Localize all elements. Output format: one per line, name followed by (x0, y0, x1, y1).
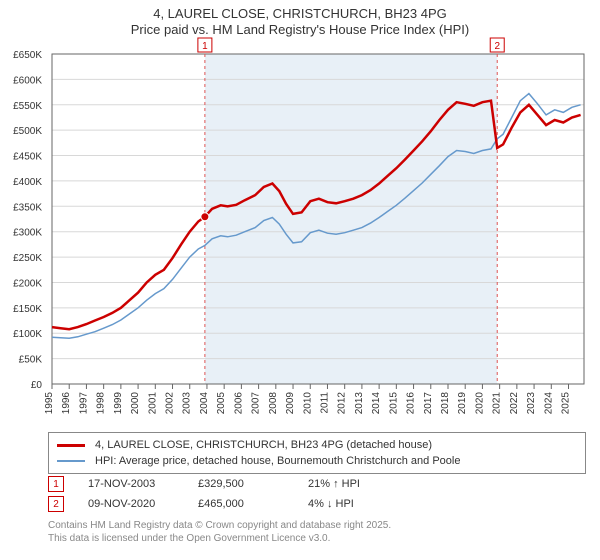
svg-text:£650K: £650K (13, 50, 42, 61)
chart-container: 4, LAUREL CLOSE, CHRISTCHURCH, BH23 4PG … (0, 0, 600, 560)
svg-text:£150K: £150K (13, 304, 42, 315)
sale-delta-1: 21% ↑ HPI (308, 478, 360, 490)
svg-text:1997: 1997 (78, 392, 89, 415)
legend-row-red: 4, LAUREL CLOSE, CHRISTCHURCH, BH23 4PG … (57, 437, 577, 453)
svg-text:2009: 2009 (285, 392, 296, 415)
chart-area: £0£50K£100K£150K£200K£250K£300K£350K£400… (48, 44, 588, 424)
svg-text:2020: 2020 (474, 392, 485, 415)
svg-text:£500K: £500K (13, 126, 42, 137)
svg-text:£600K: £600K (13, 75, 42, 86)
sale-marker-1: 1 (48, 476, 64, 492)
svg-text:2023: 2023 (526, 392, 537, 415)
svg-text:£50K: £50K (19, 355, 43, 366)
svg-text:2016: 2016 (406, 392, 417, 415)
sale-date-1: 17-NOV-2003 (88, 478, 198, 490)
sale-marker-2-num: 2 (53, 499, 59, 510)
svg-text:£400K: £400K (13, 177, 42, 188)
title-block: 4, LAUREL CLOSE, CHRISTCHURCH, BH23 4PG … (0, 0, 600, 39)
svg-text:2: 2 (494, 41, 500, 52)
svg-text:2000: 2000 (130, 392, 141, 415)
sale-price-2: £465,000 (198, 498, 308, 510)
svg-text:1995: 1995 (44, 392, 55, 415)
sale-date-2: 09-NOV-2020 (88, 498, 198, 510)
legend-label-blue: HPI: Average price, detached house, Bour… (95, 455, 460, 467)
svg-text:2012: 2012 (337, 392, 348, 415)
svg-text:£450K: £450K (13, 152, 42, 163)
legend-row-blue: HPI: Average price, detached house, Bour… (57, 453, 577, 469)
attribution-line-2: This data is licensed under the Open Gov… (48, 533, 586, 546)
svg-text:1996: 1996 (61, 392, 72, 415)
svg-text:2003: 2003 (182, 392, 193, 415)
svg-text:1998: 1998 (96, 392, 107, 415)
chart-svg: £0£50K£100K£150K£200K£250K£300K£350K£400… (48, 44, 588, 424)
sale-row-2: 2 09-NOV-2020 £465,000 4% ↓ HPI (48, 494, 586, 514)
svg-text:£0: £0 (31, 380, 43, 391)
sale-row-1: 1 17-NOV-2003 £329,500 21% ↑ HPI (48, 474, 586, 494)
svg-text:2002: 2002 (165, 392, 176, 415)
svg-text:£350K: £350K (13, 202, 42, 213)
svg-text:£250K: £250K (13, 253, 42, 264)
svg-text:2021: 2021 (492, 392, 503, 415)
sale-marker-2: 2 (48, 496, 64, 512)
sale-marker-1-num: 1 (53, 479, 59, 490)
title-line-1: 4, LAUREL CLOSE, CHRISTCHURCH, BH23 4PG (0, 6, 600, 22)
attribution-block: Contains HM Land Registry data © Crown c… (48, 520, 586, 545)
svg-text:2007: 2007 (251, 392, 262, 415)
svg-text:2013: 2013 (354, 392, 365, 415)
svg-text:2008: 2008 (268, 392, 279, 415)
svg-text:2011: 2011 (319, 392, 330, 414)
svg-text:2024: 2024 (543, 392, 554, 415)
svg-text:2017: 2017 (423, 392, 434, 415)
svg-text:2005: 2005 (216, 392, 227, 415)
svg-text:2018: 2018 (440, 392, 451, 415)
svg-text:2015: 2015 (388, 392, 399, 415)
svg-text:2001: 2001 (147, 392, 158, 415)
title-line-2: Price paid vs. HM Land Registry's House … (0, 22, 600, 38)
svg-text:£100K: £100K (13, 329, 42, 340)
svg-text:£550K: £550K (13, 101, 42, 112)
svg-text:2006: 2006 (233, 392, 244, 415)
attribution-line-1: Contains HM Land Registry data © Crown c… (48, 520, 586, 533)
svg-text:2025: 2025 (561, 392, 572, 415)
sale-price-1: £329,500 (198, 478, 308, 490)
svg-text:1999: 1999 (113, 392, 124, 415)
legend-swatch-blue (57, 460, 85, 462)
svg-text:1: 1 (202, 41, 208, 52)
sale-delta-2: 4% ↓ HPI (308, 498, 354, 510)
svg-text:2004: 2004 (199, 392, 210, 415)
legend-box: 4, LAUREL CLOSE, CHRISTCHURCH, BH23 4PG … (48, 432, 586, 474)
legend-swatch-red (57, 444, 85, 447)
svg-text:£200K: £200K (13, 278, 42, 289)
sales-block: 1 17-NOV-2003 £329,500 21% ↑ HPI 2 09-NO… (48, 474, 586, 514)
svg-text:£300K: £300K (13, 228, 42, 239)
svg-text:2019: 2019 (457, 392, 468, 415)
legend-label-red: 4, LAUREL CLOSE, CHRISTCHURCH, BH23 4PG … (95, 439, 432, 451)
svg-text:2022: 2022 (509, 392, 520, 415)
svg-text:2010: 2010 (302, 392, 313, 415)
svg-text:2014: 2014 (371, 392, 382, 415)
